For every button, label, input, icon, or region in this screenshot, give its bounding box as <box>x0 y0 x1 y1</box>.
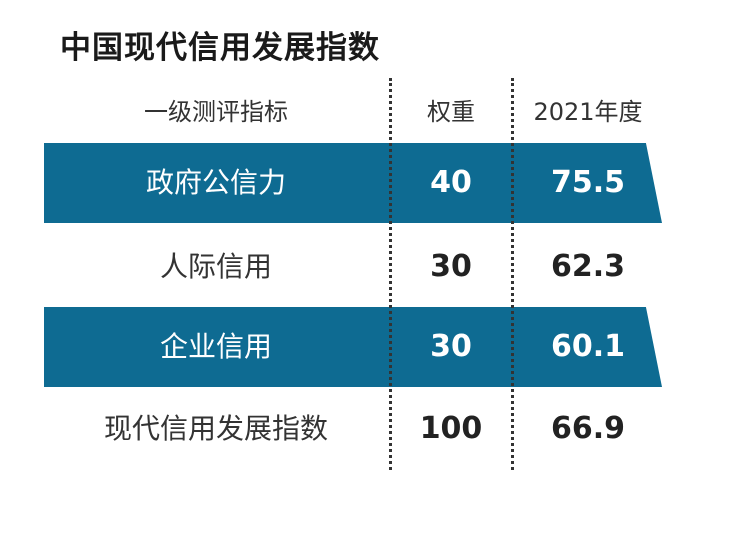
row-indicator-label: 人际信用 <box>159 250 272 283</box>
row-indicator-label: 政府公信力 <box>145 166 286 199</box>
column-divider-dotted <box>511 78 514 470</box>
row-indicator-label: 企业信用 <box>159 330 272 363</box>
row-score-value: 66.9 <box>550 411 626 446</box>
column-header-indicator: 一级测评指标 <box>144 98 288 126</box>
page-title: 中国现代信用发展指数 <box>60 30 380 66</box>
row-score-value: 75.5 <box>550 165 626 200</box>
row-weight-value: 30 <box>430 329 472 364</box>
column-header-weight: 权重 <box>427 98 475 126</box>
row-highlight-band <box>44 307 662 387</box>
column-divider-dotted <box>389 78 392 470</box>
row-score-value: 60.1 <box>550 329 626 364</box>
row-weight-value: 40 <box>430 165 472 200</box>
column-header-year: 2021年度 <box>533 98 643 126</box>
row-score-value: 62.3 <box>550 249 626 284</box>
row-indicator-label: 现代信用发展指数 <box>103 412 328 445</box>
row-highlight-band <box>44 143 662 223</box>
row-weight-value: 30 <box>430 249 472 284</box>
row-weight-value: 100 <box>419 411 483 446</box>
